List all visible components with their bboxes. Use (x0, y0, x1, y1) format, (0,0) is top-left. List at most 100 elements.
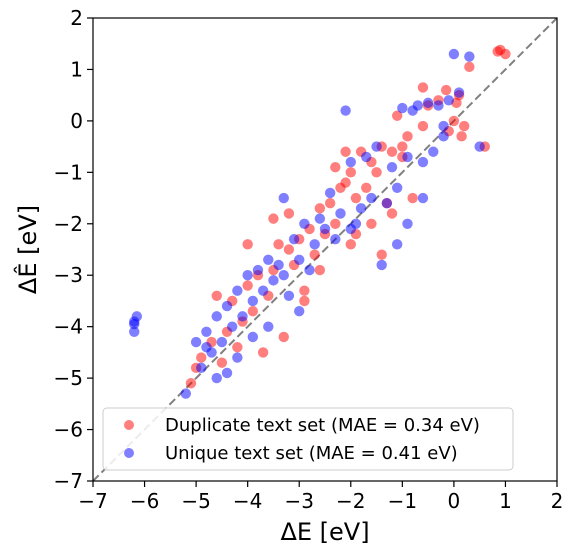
data-point-unique (201, 342, 212, 353)
data-point-unique (232, 285, 243, 296)
x-tick-label: 1 (499, 489, 512, 513)
plot-area (92, 17, 558, 482)
data-point-unique (438, 120, 449, 132)
data-point-unique (366, 192, 377, 204)
legend-label-unique: Unique text set (MAE = 0.41 eV) (165, 443, 458, 464)
y-axis-ticks: −7 −6 −5 −4 −3 −2 −1 0 1 2 (54, 6, 93, 493)
data-point-unique (294, 306, 305, 317)
data-point-duplicate (216, 357, 228, 368)
data-point-unique (273, 259, 284, 271)
data-point-unique (371, 141, 382, 152)
y-tick-label: −7 (54, 469, 83, 493)
data-point-duplicate (283, 244, 295, 255)
x-tick-label: 2 (551, 489, 564, 513)
data-point-duplicate (330, 218, 341, 229)
legend-label-duplicate: Duplicate text set (MAE = 0.34 eV) (165, 415, 480, 436)
data-point-unique (252, 264, 264, 276)
data-point-duplicate (242, 239, 253, 250)
data-point-unique (314, 213, 326, 224)
data-point-duplicate (361, 182, 372, 193)
data-point-duplicate (440, 84, 452, 96)
data-point-unique (221, 300, 233, 312)
data-point-duplicate (314, 264, 326, 276)
data-point-duplicate (330, 161, 341, 173)
data-point-duplicate (324, 198, 336, 209)
data-point-unique (196, 362, 207, 374)
data-point-unique (211, 311, 222, 322)
data-point-duplicate (247, 306, 259, 317)
data-point-unique (381, 198, 393, 209)
data-point-duplicate (464, 61, 475, 73)
data-point-unique (216, 336, 228, 348)
y-tick-label: −1 (54, 160, 83, 184)
data-point-duplicate (268, 213, 279, 224)
data-point-duplicate (273, 239, 284, 250)
data-point-duplicate (448, 115, 460, 127)
data-point-unique (464, 51, 475, 62)
x-tick-label: −7 (78, 489, 107, 513)
data-point-unique (129, 326, 140, 338)
data-point-unique (340, 105, 351, 116)
data-point-unique (422, 97, 434, 109)
data-point-duplicate (397, 141, 408, 152)
data-point-unique (361, 151, 372, 163)
data-point-unique (433, 100, 444, 111)
legend-marker-unique (124, 448, 134, 458)
data-point-unique (417, 192, 429, 204)
data-point-unique (268, 275, 279, 286)
data-point-unique (283, 290, 295, 301)
data-point-duplicate (185, 378, 197, 389)
data-point-unique (319, 223, 331, 235)
data-point-unique (221, 367, 233, 379)
data-point-unique (386, 161, 398, 173)
x-tick-label: −4 (233, 489, 262, 513)
data-point-unique (417, 156, 429, 168)
data-point-duplicate (196, 352, 207, 363)
data-point-unique (278, 270, 289, 281)
x-tick-label: −2 (336, 489, 365, 513)
data-point-unique (190, 336, 202, 348)
data-point-duplicate (366, 218, 377, 229)
data-point-unique (237, 311, 248, 322)
data-point-unique (180, 388, 191, 399)
data-point-unique (355, 203, 367, 214)
data-point-unique (309, 239, 320, 250)
data-point-duplicate (257, 347, 269, 358)
data-point-duplicate (492, 46, 503, 57)
data-point-duplicate (456, 131, 467, 142)
data-point-duplicate (345, 239, 356, 250)
y-tick-label: −2 (54, 212, 83, 236)
data-point-duplicate (309, 249, 320, 260)
data-point-duplicate (459, 120, 470, 132)
data-point-unique (345, 156, 356, 168)
data-point-unique (402, 218, 413, 229)
legend-marker-duplicate (124, 420, 134, 430)
data-point-duplicate (391, 110, 403, 121)
data-point-unique (474, 141, 485, 152)
data-point-unique (391, 239, 403, 250)
data-point-unique (211, 372, 222, 384)
x-tick-label: 0 (448, 489, 461, 513)
y-tick-label: 2 (70, 6, 83, 30)
data-point-unique (247, 331, 259, 343)
data-point-duplicate (376, 249, 387, 260)
data-point-duplicate (299, 295, 310, 307)
x-tick-label: −6 (130, 489, 159, 513)
data-point-unique (263, 321, 274, 332)
data-point-unique (227, 321, 238, 332)
data-point-unique (428, 146, 439, 157)
data-point-unique (129, 318, 140, 330)
data-point-unique (242, 270, 253, 281)
data-point-unique (391, 182, 403, 193)
data-point-unique (278, 192, 289, 204)
data-point-duplicate (386, 146, 398, 157)
data-point-duplicate (232, 342, 243, 353)
data-point-unique (263, 254, 274, 265)
x-tick-label: −1 (388, 489, 417, 513)
data-point-unique (257, 285, 269, 296)
x-axis-label: ΔE [eV] (280, 518, 369, 546)
x-axis-ticks: −7 −6 −5 −4 −3 −2 −1 0 1 2 (78, 481, 563, 513)
data-point-unique (304, 264, 315, 276)
data-point-unique (299, 218, 310, 229)
